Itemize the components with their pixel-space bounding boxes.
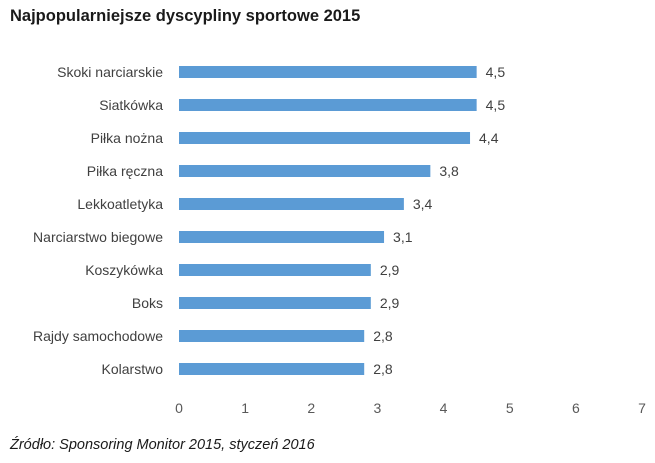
bar xyxy=(179,165,431,177)
bar xyxy=(179,231,385,243)
category-label: Piłka nożna xyxy=(91,130,164,146)
bar-value-label: 4,5 xyxy=(486,97,506,113)
category-label: Kolarstwo xyxy=(102,361,164,377)
category-label: Narciarstwo biegowe xyxy=(33,229,163,245)
x-tick-label: 7 xyxy=(638,400,646,416)
bar xyxy=(179,99,477,111)
x-tick-label: 6 xyxy=(572,400,580,416)
x-tick-label: 4 xyxy=(440,400,448,416)
category-label: Lekkoatletyka xyxy=(77,196,163,212)
category-label: Skoki narciarskie xyxy=(57,64,163,80)
bar xyxy=(179,66,477,78)
bar-value-label: 3,8 xyxy=(439,163,459,179)
bars xyxy=(179,66,477,375)
value-labels: 4,5 4,5 4,4 3,8 3,4 3,1 2,9 2,9 2,8 2,8 xyxy=(373,64,505,377)
bar xyxy=(179,264,371,276)
bar xyxy=(179,198,404,210)
bar-value-label: 2,9 xyxy=(380,295,400,311)
bar-value-label: 2,8 xyxy=(373,361,393,377)
category-label: Siatkówka xyxy=(99,97,163,113)
bar-value-label: 3,1 xyxy=(393,229,413,245)
category-labels: Skoki narciarskie Siatkówka Piłka nożna Pił… xyxy=(33,64,163,377)
bar xyxy=(179,297,371,309)
category-label: Piłka ręczna xyxy=(87,163,163,179)
x-tick-label: 3 xyxy=(374,400,382,416)
bar xyxy=(179,363,365,375)
chart-title: Najpopularniejsze dyscypliny sportowe 20… xyxy=(10,7,361,25)
bar-value-label: 2,8 xyxy=(373,328,393,344)
x-tick-label: 1 xyxy=(241,400,249,416)
category-label: Koszykówka xyxy=(85,262,163,278)
bar-value-label: 2,9 xyxy=(380,262,400,278)
x-tick-label: 2 xyxy=(307,400,315,416)
category-label: Boks xyxy=(132,295,163,311)
category-label: Rajdy samochodowe xyxy=(33,328,163,344)
bar xyxy=(179,330,365,342)
x-tick-label: 0 xyxy=(175,400,183,416)
bar-value-label: 3,4 xyxy=(413,196,433,212)
x-tick-label: 5 xyxy=(506,400,514,416)
bar-value-label: 4,4 xyxy=(479,130,499,146)
bar xyxy=(179,132,471,144)
source-note: Źródło: Sponsoring Monitor 2015, styczeń… xyxy=(10,437,315,453)
bar-value-label: 4,5 xyxy=(486,64,506,80)
x-axis-tick-labels: 0 1 2 3 4 5 6 7 xyxy=(175,400,646,416)
